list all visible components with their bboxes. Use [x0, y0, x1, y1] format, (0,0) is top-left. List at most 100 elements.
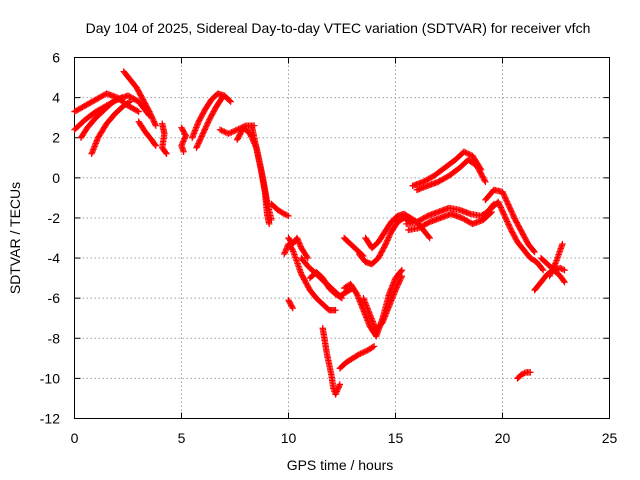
- data-point-marker: [560, 277, 567, 285]
- series-arc-31: [482, 186, 538, 256]
- data-point-marker: [231, 127, 238, 135]
- data-point-marker: [499, 208, 506, 215]
- y-tick-label: 4: [52, 90, 60, 106]
- data-point-marker: [392, 285, 400, 292]
- data-point-marker: [336, 381, 344, 388]
- data-point-marker: [228, 129, 235, 136]
- data-point-marker: [146, 108, 153, 115]
- data-point-marker: [557, 264, 564, 272]
- data-point-marker: [498, 205, 505, 213]
- data-point-marker: [197, 136, 204, 143]
- y-axis-label: SDTVAR / TECUs: [7, 182, 23, 294]
- x-tick-label: 20: [495, 430, 511, 446]
- data-point-marker: [148, 112, 155, 120]
- data-point-marker: [204, 120, 211, 128]
- data-point-marker: [549, 265, 556, 273]
- data-point-marker: [195, 140, 202, 147]
- data-point-marker: [126, 98, 134, 105]
- series-arc-3: [77, 94, 125, 141]
- data-point-marker: [463, 149, 471, 157]
- data-point-marker: [383, 238, 390, 246]
- data-point-marker: [519, 370, 527, 377]
- series-arc-16: [285, 234, 311, 262]
- data-point-marker: [332, 391, 339, 398]
- data-point-marker: [482, 178, 489, 186]
- data-point-marker: [333, 388, 341, 395]
- data-point-marker: [200, 129, 207, 136]
- x-tick-label: 0: [71, 430, 79, 446]
- data-point-marker: [181, 133, 189, 141]
- data-point-marker: [118, 94, 125, 101]
- data-point-marker: [510, 212, 517, 219]
- data-point-marker: [150, 118, 158, 125]
- data-point-marker: [381, 242, 388, 250]
- data-point-marker: [425, 233, 433, 241]
- data-point-marker: [521, 369, 528, 377]
- series-arc-14: [268, 200, 292, 220]
- y-tick-label: -8: [48, 330, 61, 346]
- data-point-marker: [334, 386, 341, 394]
- data-point-marker: [548, 268, 555, 276]
- data-point-marker: [501, 192, 508, 200]
- data-point-marker: [151, 141, 159, 148]
- data-point-marker: [200, 127, 208, 135]
- data-point-marker: [506, 223, 513, 231]
- data-point-marker: [509, 211, 516, 218]
- data-point-marker: [426, 234, 433, 242]
- data-point-marker: [561, 278, 568, 286]
- data-point-marker: [382, 240, 390, 247]
- data-point-marker: [370, 343, 378, 350]
- data-point-marker: [357, 350, 364, 357]
- data-point-marker: [146, 109, 154, 117]
- data-point-marker: [332, 389, 340, 397]
- data-point-marker: [394, 282, 401, 290]
- y-tick-label: -10: [40, 370, 60, 386]
- data-point-marker: [481, 177, 488, 184]
- data-point-marker: [527, 369, 534, 376]
- data-point-marker: [162, 149, 169, 156]
- data-point-marker: [503, 198, 511, 205]
- data-point-marker: [303, 253, 311, 261]
- data-point-marker: [218, 94, 226, 101]
- data-point-marker: [116, 95, 124, 102]
- data-point-marker: [151, 121, 159, 128]
- data-point-marker: [289, 304, 296, 312]
- data-point-marker: [145, 107, 152, 114]
- data-point-marker: [180, 148, 187, 155]
- series-arc-13: [248, 124, 273, 228]
- data-point-marker: [202, 123, 210, 130]
- data-point-marker: [294, 236, 301, 243]
- data-point-marker: [194, 141, 201, 149]
- data-point-marker: [193, 143, 201, 150]
- data-point-marker: [505, 201, 512, 208]
- data-point-marker: [114, 96, 121, 103]
- data-point-marker: [518, 371, 525, 378]
- data-point-marker: [504, 219, 512, 227]
- data-point-marker: [216, 126, 224, 133]
- data-point-marker: [221, 128, 228, 135]
- data-point-marker: [196, 137, 203, 144]
- data-point-marker: [384, 235, 392, 243]
- data-point-marker: [163, 150, 170, 157]
- data-point-marker: [281, 250, 288, 258]
- data-point-marker: [111, 97, 118, 105]
- data-point-marker: [336, 382, 343, 390]
- x-tick-labels: 0 5 10 15 20 25: [71, 430, 618, 446]
- data-point-marker: [293, 234, 301, 242]
- data-point-marker: [282, 247, 289, 255]
- data-point-marker: [151, 119, 158, 127]
- data-point-marker: [501, 194, 509, 201]
- data-point-marker: [466, 151, 473, 158]
- data-point-marker: [296, 241, 304, 249]
- y-tick-labels: 6 4 2 0 -2 -4 -6 -8 -10 -12: [40, 50, 60, 427]
- x-tick-label: 10: [281, 430, 297, 446]
- data-point-marker: [332, 307, 339, 314]
- data-point-marker: [337, 294, 344, 301]
- data-point-marker: [283, 212, 291, 219]
- data-point-marker: [295, 237, 302, 245]
- data-point-marker: [281, 210, 288, 218]
- data-point-marker: [358, 349, 366, 357]
- data-point-marker: [226, 129, 234, 137]
- data-point-marker: [382, 241, 389, 248]
